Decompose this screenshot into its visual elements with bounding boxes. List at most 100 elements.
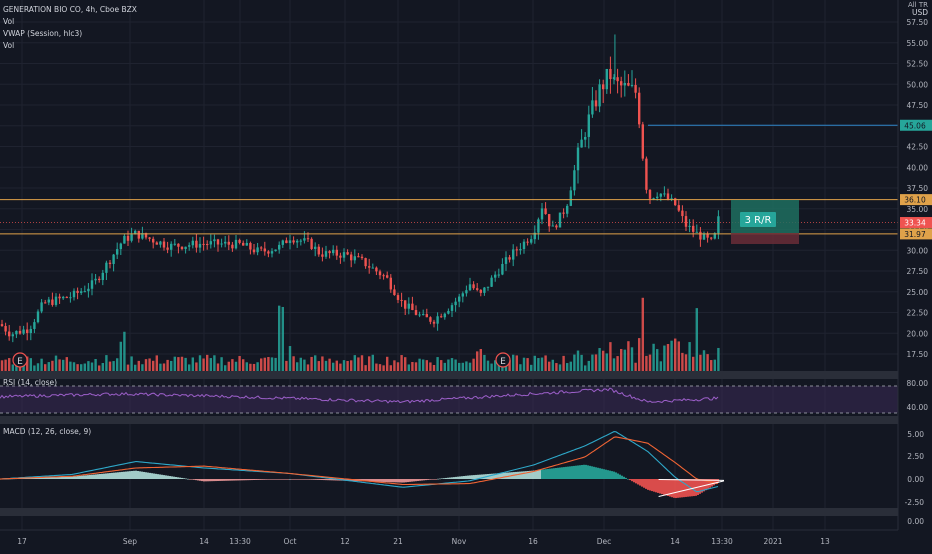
earnings-label: E xyxy=(500,357,506,367)
candle-body xyxy=(544,208,547,215)
volume-bar xyxy=(454,359,457,371)
legend-vol-2[interactable]: Vol xyxy=(3,41,14,50)
pane-separator-rsi[interactable] xyxy=(0,371,932,379)
earnings-marker-aug[interactable]: E xyxy=(12,352,28,368)
macd-histogram-bar xyxy=(467,475,469,479)
candle-body xyxy=(602,84,605,90)
macd-histogram-bar xyxy=(583,464,585,479)
candle-body xyxy=(134,230,137,235)
volume-bar xyxy=(468,362,472,371)
volume-bar xyxy=(198,355,202,371)
macd-histogram-bar xyxy=(407,479,409,483)
volume-bar xyxy=(44,364,47,371)
volume-bar xyxy=(479,349,482,371)
macd-histogram-bar xyxy=(159,474,161,479)
candle-body xyxy=(609,68,612,80)
price-tick-label: 47.50 xyxy=(907,101,929,110)
macd-histogram-bar xyxy=(555,467,557,479)
volume-bar xyxy=(62,359,65,371)
volume-bar xyxy=(65,357,68,371)
volume-bar xyxy=(717,347,720,371)
macd-histogram-bar xyxy=(297,479,299,480)
macd-histogram-bar xyxy=(681,479,683,498)
candle-body xyxy=(699,231,702,240)
macd-histogram-bar xyxy=(411,479,413,482)
volume-bar xyxy=(407,364,410,371)
time-tick-label: Sep xyxy=(123,537,137,546)
macd-histogram-bar xyxy=(249,479,251,481)
macd-histogram-bar xyxy=(275,479,277,480)
candle-body xyxy=(569,190,572,206)
earnings-marker-nov[interactable]: E xyxy=(495,352,511,368)
macd-histogram-bar xyxy=(447,477,449,479)
macd-histogram-bar xyxy=(687,479,689,497)
macd-histogram-bar xyxy=(303,479,305,480)
candle-body xyxy=(407,303,410,309)
macd-histogram-bar xyxy=(207,479,209,482)
macd-title[interactable]: MACD (12, 26, close, 9) xyxy=(3,427,91,436)
candle-body xyxy=(382,275,385,277)
macd-histogram-bar xyxy=(283,479,285,480)
macd-histogram-bar xyxy=(531,470,533,479)
macd-histogram-bar xyxy=(299,479,301,480)
macd-histogram-bar xyxy=(491,473,493,479)
macd-histogram-bar xyxy=(437,478,439,480)
macd-trendline-upper xyxy=(658,478,725,481)
macd-histogram-bar xyxy=(711,479,713,487)
macd-histogram-bar xyxy=(563,467,565,479)
macd-histogram-bar xyxy=(439,478,441,480)
bottom-pane-tick: 0.00 xyxy=(907,517,924,526)
macd-histogram-bar xyxy=(169,476,171,479)
candle-body xyxy=(119,243,122,250)
time-axis[interactable] xyxy=(0,530,932,550)
macd-histogram-bar xyxy=(631,479,633,482)
axis-header-scale[interactable]: All TR xyxy=(908,1,928,9)
candle-body xyxy=(36,311,40,323)
pane-separator-macd[interactable] xyxy=(0,416,932,424)
pane-separator-bottom[interactable] xyxy=(0,508,932,516)
volume-bar xyxy=(195,362,198,371)
volume-bar xyxy=(641,297,644,371)
macd-histogram-bar xyxy=(623,476,625,479)
macd-histogram-bar xyxy=(539,469,541,479)
macd-histogram-bar xyxy=(709,479,711,488)
macd-histogram-bar xyxy=(619,474,621,479)
risk-zone[interactable] xyxy=(731,233,799,244)
macd-histogram-bar xyxy=(183,478,185,479)
candle-body xyxy=(688,225,691,227)
volume-bar xyxy=(616,356,619,371)
macd-histogram-bar xyxy=(271,479,273,480)
macd-histogram-bar xyxy=(457,476,459,479)
volume-bar xyxy=(166,359,169,371)
macd-histogram-bar xyxy=(179,477,181,479)
macd-histogram-bar xyxy=(459,476,461,479)
candle-body xyxy=(98,278,101,281)
rsi-title[interactable]: RSI (14, close) xyxy=(3,378,57,387)
candle-body xyxy=(15,330,18,335)
candle-body xyxy=(263,248,266,252)
price-axis[interactable] xyxy=(898,0,932,530)
legend-symbol[interactable]: GENERATION BIO CO, 4h, Cboe BZX xyxy=(3,5,137,14)
legend-vol[interactable]: Vol xyxy=(3,17,14,26)
macd-histogram-bar xyxy=(53,477,55,479)
macd-histogram-bar xyxy=(543,469,545,479)
candle-body xyxy=(436,316,439,324)
macd-histogram-bar xyxy=(247,479,249,481)
macd-histogram-bar xyxy=(707,479,709,489)
legend-vwap[interactable]: VWAP (Session, hlc3) xyxy=(3,29,82,38)
candle-body xyxy=(389,277,392,290)
candle-body xyxy=(288,240,292,244)
macd-histogram-bar xyxy=(327,479,329,481)
macd-histogram-bar xyxy=(705,479,707,491)
candle-body xyxy=(306,238,310,240)
volume-bar xyxy=(112,361,115,371)
macd-histogram-bar xyxy=(273,479,275,480)
candle-body xyxy=(54,296,58,305)
macd-histogram-bar xyxy=(421,479,423,481)
macd-histogram-bar xyxy=(333,479,335,481)
macd-histogram-bar xyxy=(389,479,391,483)
macd-histogram-bar xyxy=(181,477,183,479)
candle-body xyxy=(620,81,623,86)
macd-histogram-bar xyxy=(405,479,407,483)
macd-histogram-bar xyxy=(137,470,139,479)
